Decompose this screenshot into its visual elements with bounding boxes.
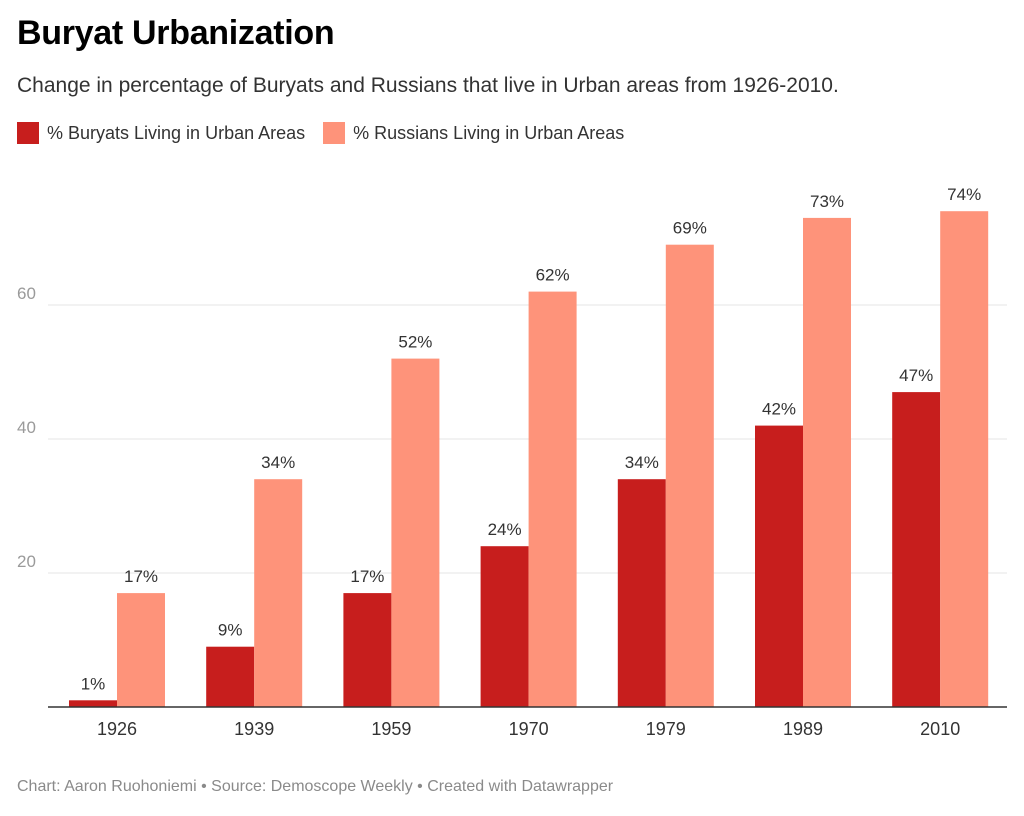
bar-buryats-1970 xyxy=(480,546,529,707)
data-label-buryats-1939: 9% xyxy=(218,621,243,640)
data-label-buryats-1989: 42% xyxy=(762,400,796,419)
x-tick-label-1979: 1979 xyxy=(646,719,686,739)
legend-label-buryats: % Buryats Living in Urban Areas xyxy=(47,122,306,143)
bar-buryats-1989 xyxy=(755,425,803,707)
chart-footer: Chart: Aaron Ruohoniemi • Source: Demosc… xyxy=(17,778,614,795)
data-label-russians-1989: 73% xyxy=(810,192,844,211)
data-label-buryats-1979: 34% xyxy=(625,453,659,472)
data-label-russians-2010: 74% xyxy=(947,185,981,204)
bar-russians-1979 xyxy=(665,244,714,707)
data-label-russians-1926: 17% xyxy=(124,567,158,586)
data-label-russians-1979: 69% xyxy=(673,219,707,238)
chart-subtitle: Change in percentage of Buryats and Russ… xyxy=(17,74,839,97)
x-tick-label-1926: 1926 xyxy=(97,719,137,739)
legend-item-russians: % Russians Living in Urban Areas xyxy=(323,122,624,144)
legend-item-buryats: % Buryats Living in Urban Areas xyxy=(17,122,305,144)
x-tick-label-1989: 1989 xyxy=(783,719,823,739)
legend-swatch-buryats xyxy=(17,122,39,144)
data-label-buryats-1970: 24% xyxy=(488,520,522,539)
legend-swatch-russians xyxy=(323,122,346,144)
data-label-buryats-1959: 17% xyxy=(350,567,384,586)
bar-buryats-2010 xyxy=(892,392,941,707)
legend-label-russians: % Russians Living in Urban Areas xyxy=(353,122,625,143)
bar-buryats-1979 xyxy=(617,479,666,707)
data-label-buryats-2010: 47% xyxy=(899,366,933,385)
bar-russians-1926 xyxy=(117,593,165,707)
bar-russians-1939 xyxy=(254,479,303,707)
x-tick-label-1970: 1970 xyxy=(509,719,549,739)
bar-russians-1959 xyxy=(391,358,440,707)
legend: % Buryats Living in Urban Areas % Russia… xyxy=(17,122,642,144)
bar-buryats-1939 xyxy=(206,646,255,707)
y-tick-label-20: 20 xyxy=(17,552,36,571)
data-label-russians-1970: 62% xyxy=(536,266,570,285)
x-tick-label-1939: 1939 xyxy=(234,719,274,739)
bar-chart: 20 40 60 1% 17% 1926 9% 34% 1939 17% 52% 1959 24% 62%… xyxy=(17,185,1007,739)
bar-russians-1970 xyxy=(528,291,577,707)
data-label-russians-1939: 34% xyxy=(261,453,295,472)
y-tick-label-40: 40 xyxy=(17,418,36,437)
bar-buryats-1959 xyxy=(343,593,392,707)
bar-buryats-1926 xyxy=(69,700,117,707)
bar-russians-2010 xyxy=(940,211,989,707)
x-tick-label-1959: 1959 xyxy=(371,719,411,739)
data-label-buryats-1926: 1% xyxy=(81,674,106,693)
bar-russians-1989 xyxy=(803,217,851,707)
y-tick-label-60: 60 xyxy=(17,284,36,303)
x-tick-label-2010: 2010 xyxy=(920,719,960,739)
data-label-russians-1959: 52% xyxy=(398,333,432,352)
chart-title: Buryat Urbanization xyxy=(17,14,335,52)
